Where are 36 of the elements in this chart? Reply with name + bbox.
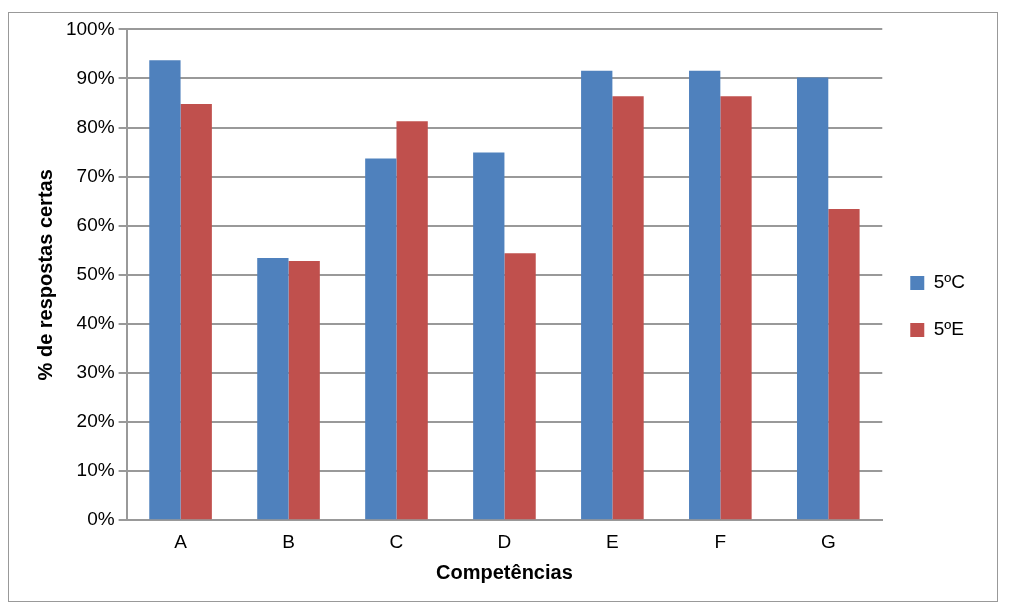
bar: [288, 261, 320, 520]
bar: [796, 77, 829, 520]
y-tick-label: 0%: [87, 508, 115, 530]
x-tick-label: D: [497, 530, 512, 552]
x-tick-label: F: [714, 530, 727, 552]
bar: [720, 96, 752, 520]
bar: [828, 209, 860, 520]
y-tick-label: 50%: [76, 263, 115, 285]
bar: [365, 158, 397, 520]
bar: [473, 152, 505, 520]
x-tick-label: G: [820, 530, 836, 552]
y-tick-label: 70%: [76, 164, 115, 186]
y-tick-label: 40%: [76, 312, 115, 334]
y-tick-label: 90%: [76, 66, 115, 88]
y-tick-label: 30%: [76, 361, 115, 383]
y-tick-label: 80%: [76, 115, 115, 137]
legend-label: 5ºE: [933, 318, 964, 340]
bar: [149, 60, 181, 520]
x-axis-title: Competências: [436, 560, 573, 583]
bar: [612, 96, 644, 520]
bar: [504, 253, 536, 520]
y-tick-label: 60%: [76, 213, 115, 235]
y-tick-label: 100%: [65, 17, 115, 39]
y-tick-label: 10%: [76, 459, 115, 481]
x-tick-label: C: [389, 530, 404, 552]
y-axis-title: % de respostas certas: [33, 169, 56, 381]
bar: [180, 104, 212, 520]
bar: [257, 258, 289, 520]
bar: [581, 70, 613, 520]
x-tick-label: B: [282, 530, 295, 552]
legend-label: 5ºC: [933, 271, 966, 293]
bar: [396, 121, 428, 520]
x-tick-label: A: [174, 530, 188, 552]
y-tick-label: 20%: [76, 410, 115, 432]
x-tick-label: E: [606, 530, 619, 552]
bar: [689, 70, 721, 520]
